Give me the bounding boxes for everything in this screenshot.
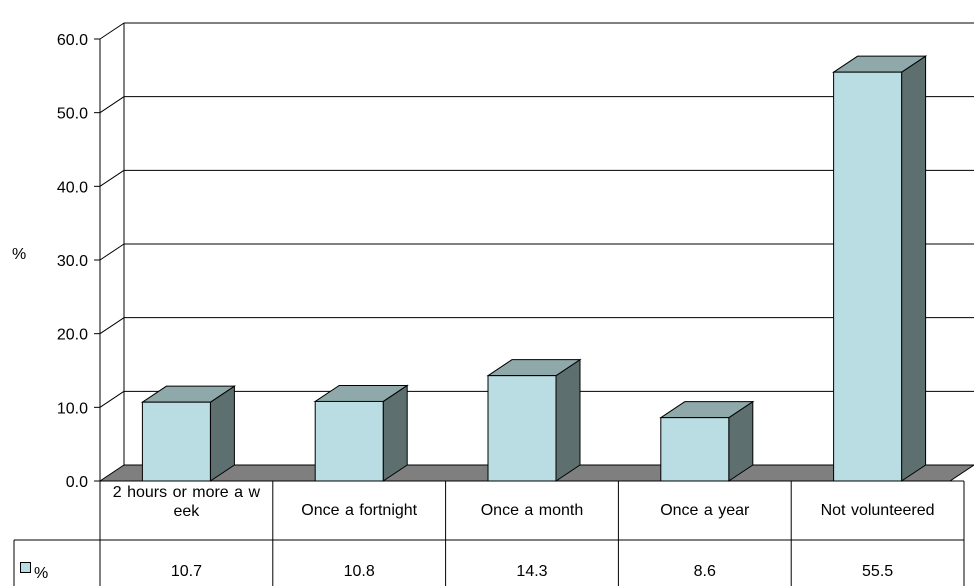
y-tick-label: 50.0 — [57, 106, 88, 123]
x-tick-label: Once a fortnight — [301, 502, 418, 519]
x-tick-label: 2 hours or more a w eek — [112, 484, 261, 520]
legend-swatch — [20, 562, 31, 573]
bars — [140, 55, 928, 482]
bar — [313, 384, 409, 482]
data-label: 10.8 — [343, 563, 375, 580]
data-table — [13, 480, 965, 586]
bar-front — [314, 400, 384, 482]
gridline-side — [99, 390, 125, 408]
y-tick-label: 0.0 — [66, 474, 88, 491]
bar-side — [209, 385, 235, 482]
data-label: 8.6 — [693, 563, 716, 580]
data-label: 55.5 — [862, 563, 894, 580]
x-tick-label: Once a year — [660, 502, 750, 519]
data-label: 10.7 — [170, 563, 202, 580]
bar-side — [901, 55, 927, 482]
bar-front — [141, 401, 211, 482]
bar-side — [555, 358, 581, 482]
y-axis-label: % — [12, 246, 26, 263]
bar-side — [382, 384, 408, 482]
bar-front — [660, 417, 730, 482]
gridline-side — [99, 22, 125, 40]
bar — [831, 55, 928, 482]
gridline-side — [99, 243, 125, 261]
bar — [486, 358, 582, 482]
gridline-side — [99, 317, 125, 335]
gridline-side — [99, 169, 125, 187]
bar-front — [487, 375, 557, 482]
bar — [140, 385, 237, 482]
y-axis: 0.0 10.0 20.0 30.0 40.0 50.0 60.0 — [57, 32, 101, 491]
data-label: 14.3 — [516, 563, 548, 580]
x-tick-label: Not volunteered — [820, 502, 935, 519]
y-tick-label: 30.0 — [57, 253, 88, 270]
bar — [659, 400, 755, 482]
gridlines — [99, 22, 974, 465]
y-tick-label: 20.0 — [57, 327, 88, 344]
y-tick-label: 60.0 — [57, 32, 88, 49]
legend-series-name: % — [34, 565, 49, 582]
bar-front — [833, 71, 903, 482]
y-tick-label: 40.0 — [57, 179, 88, 196]
x-tick-label: Once a month — [480, 502, 584, 519]
gridline-side — [99, 96, 125, 114]
y-tick-label: 10.0 — [57, 400, 88, 417]
